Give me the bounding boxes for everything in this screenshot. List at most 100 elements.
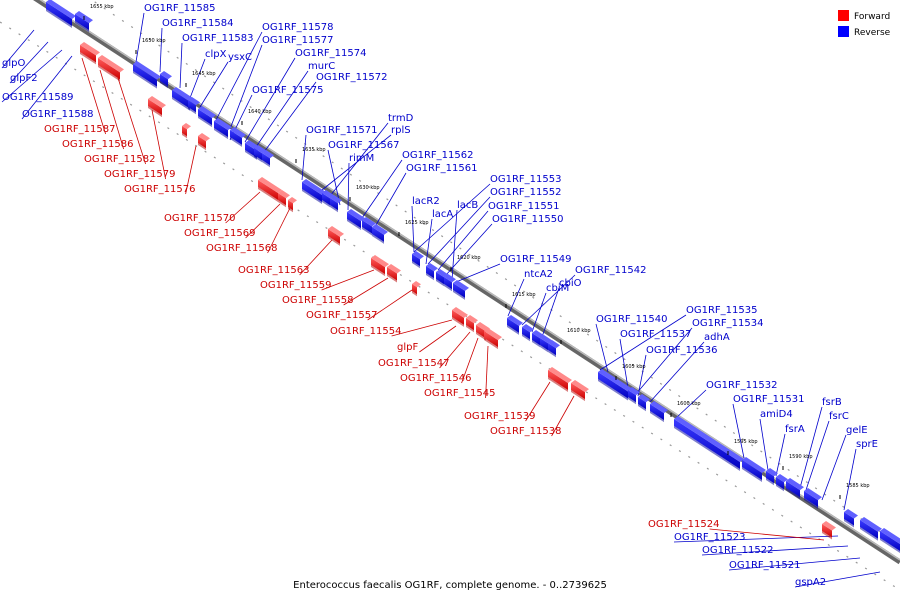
gene-block-shadow: [844, 519, 854, 528]
gene-block-top: [822, 521, 836, 531]
reverse-gene-label: OG1RF_11577: [262, 35, 334, 46]
reverse-gene-block: [880, 531, 900, 552]
reverse-gene-leader: [451, 209, 458, 281]
gene-block-top: [160, 71, 172, 80]
gene-block-top: [804, 488, 822, 501]
reverse-gene-label: fsrA: [785, 424, 805, 435]
forward-gene-leader: [225, 191, 261, 224]
kbp-tick-label: 1590 kbp: [789, 454, 813, 460]
gene-block-top: [198, 133, 210, 142]
gene-block-top: [412, 281, 421, 288]
reverse-gene-block: [598, 372, 628, 399]
gene-block-top: [674, 416, 744, 463]
gene-block-top: [452, 307, 468, 318]
reverse-gene-block: [444, 277, 452, 290]
gene-block-top: [188, 97, 200, 106]
gene-block-shadow: [548, 350, 556, 358]
gene-block-top: [426, 263, 438, 272]
forward-gene-leader: [343, 277, 389, 306]
gene-block-shadow: [278, 200, 286, 208]
forward-gene-block: [484, 331, 498, 348]
forward-gene-leader: [99, 69, 124, 150]
kbp-tick-label: 1620 kbp: [457, 255, 481, 261]
forward-gene-block: [182, 126, 187, 137]
gene-block-top: [133, 61, 161, 80]
kbp-tick-label: 1585 kbp: [846, 483, 870, 489]
reverse-gene-leader: [507, 278, 525, 317]
gene-block-shadow: [412, 291, 417, 297]
reverse-gene-label: gspA2: [795, 577, 826, 588]
reverse-gene-label: OG1RF_11540: [596, 314, 668, 325]
gene-block-shadow: [214, 128, 228, 140]
gene-block-shadow: [46, 9, 72, 28]
reverse-gene-label: OG1RF_11523: [674, 532, 746, 543]
kbp-tick-label: 1655 kbp: [90, 4, 114, 10]
gene-block-top: [412, 251, 424, 260]
forward-gene-leader: [485, 345, 489, 399]
gene-block-shadow: [98, 65, 120, 82]
gene-block-top: [288, 197, 297, 204]
reverse-gene-label: adhA: [704, 332, 730, 343]
gene-block-top: [786, 478, 804, 491]
gene-block-top: [532, 330, 544, 339]
gene-block-top: [571, 380, 589, 393]
kbp-tick-label: 1640 kbp: [248, 109, 272, 115]
genome-caption: Enterococcus faecalis OG1RF, complete ge…: [293, 580, 607, 591]
reverse-gene-label: clpX: [205, 49, 227, 60]
gene-block-shadow: [571, 390, 585, 402]
upper-guide-line: [90, 0, 900, 546]
forward-gene-block: [571, 383, 585, 400]
forward-gene-label: OG1RF_11539: [464, 411, 536, 422]
reverse-gene-leader: [455, 263, 501, 283]
gene-block-shadow: [80, 52, 96, 65]
forward-gene-block: [822, 524, 832, 538]
forward-gene-block: [371, 258, 385, 275]
forward-gene-label: OG1RF_11554: [330, 326, 402, 337]
forward-gene-block: [412, 284, 417, 295]
gene-block-shadow: [412, 261, 420, 269]
reverse-gene-block: [628, 390, 636, 403]
gene-block-shadow: [804, 498, 818, 510]
reverse-gene-label: lacR2: [412, 196, 440, 207]
reverse-gene-leader: [759, 418, 769, 471]
kbp-tick-label: 1600 kbp: [677, 401, 701, 407]
reverse-gene-label: cbiM: [546, 283, 569, 294]
reverse-gene-label: OG1RF_11567: [328, 140, 400, 151]
reverse-gene-label: OG1RF_11561: [406, 163, 478, 174]
gene-block-shadow: [288, 207, 293, 213]
gene-block-top: [262, 150, 274, 159]
reverse-gene-block: [674, 419, 740, 470]
gene-block-shadow: [638, 404, 646, 412]
gene-block-shadow: [598, 379, 628, 401]
reverse-gene-label: cbiO: [559, 278, 582, 289]
reverse-gene-leader: [701, 545, 849, 556]
reverse-gene-label: sprE: [856, 439, 878, 450]
forward-gene-label: OG1RF_11559: [260, 280, 332, 291]
reverse-gene-label: OG1RF_11578: [262, 22, 334, 33]
forward-gene-label: OG1RF_11582: [84, 154, 156, 165]
gene-block-shadow: [466, 325, 474, 333]
reverse-gene-label: OG1RF_11583: [182, 33, 254, 44]
gene-block-shadow: [371, 265, 385, 277]
gene-block-shadow: [133, 71, 157, 89]
forward-gene-leader: [461, 337, 479, 384]
forward-gene-block: [278, 193, 286, 206]
legend-forward-label: Forward: [854, 12, 890, 22]
reverse-gene-label: lacB: [457, 200, 478, 211]
reverse-gene-label: OG1RF_11562: [402, 150, 474, 161]
forward-gene-label: OG1RF_11546: [400, 373, 472, 384]
forward-gene-label: OG1RF_11558: [282, 295, 354, 306]
forward-gene-leader: [151, 109, 166, 180]
gene-block-shadow: [328, 236, 340, 246]
forward-gene-label: OG1RF_11586: [62, 139, 134, 150]
forward-gene-label: OG1RF_11547: [378, 358, 450, 369]
reverse-gene-block: [347, 212, 361, 229]
reverse-gene-label: fsrC: [829, 411, 849, 422]
reverse-gene-block: [742, 460, 762, 481]
forward-gene-leader: [439, 331, 471, 369]
gene-block-shadow: [254, 155, 262, 163]
lower-guide-line: [0, 21, 900, 591]
reverse-gene-leader: [635, 327, 693, 395]
gene-block-shadow: [674, 426, 740, 472]
